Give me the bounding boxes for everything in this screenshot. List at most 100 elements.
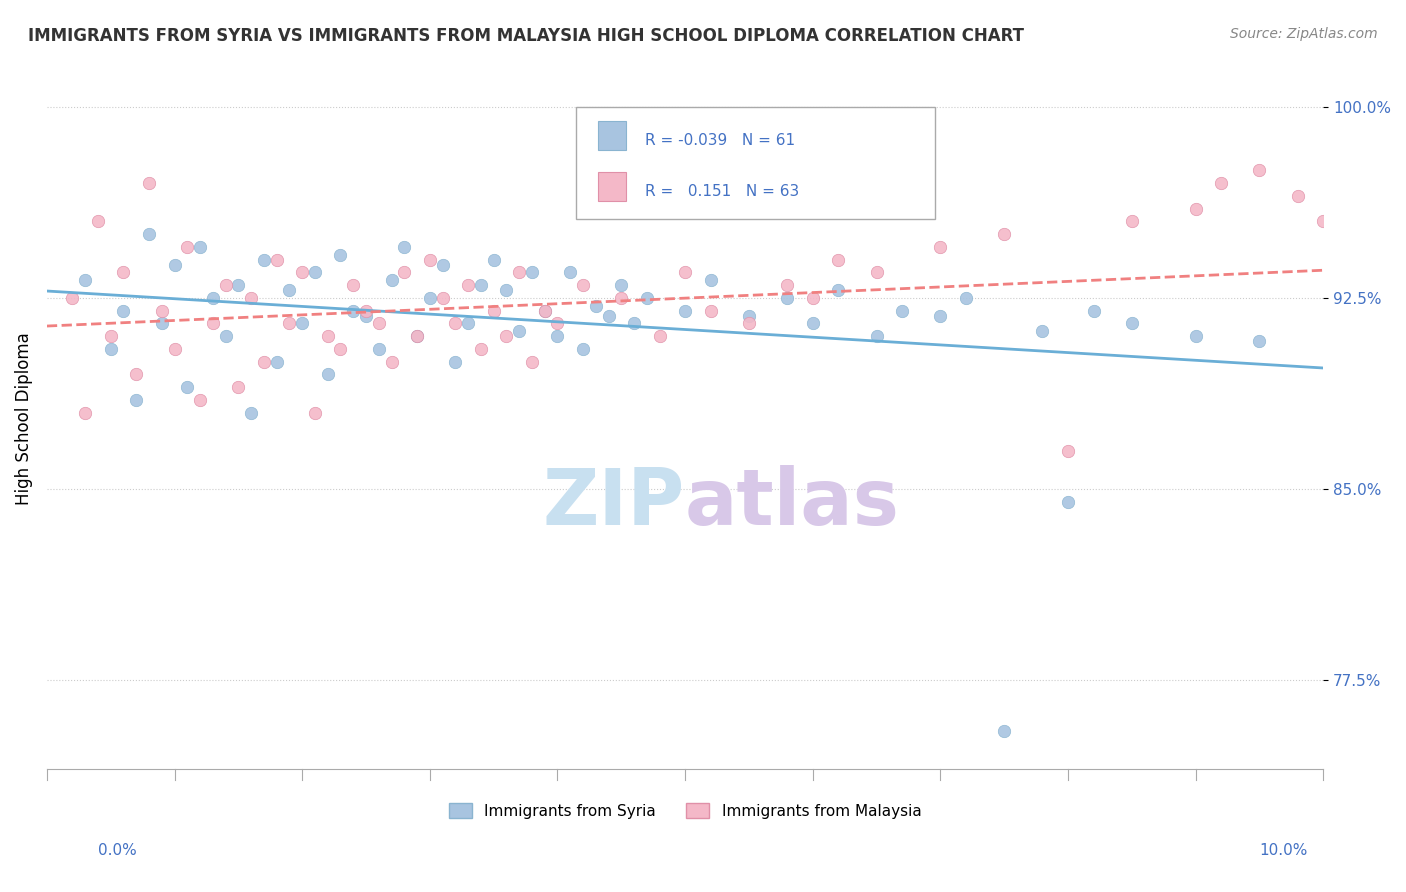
Point (673, 303, 696, 318)
Point (138, 176, 160, 190)
Point (955, 291, 977, 305)
Point (75, 273, 97, 287)
Point (699, 273, 721, 287)
Point (1057, 494, 1080, 508)
Point (457, 317, 479, 331)
Point (419, 252, 441, 267)
Point (572, 342, 595, 356)
Point (188, 240, 211, 254)
Point (1376, 278, 1399, 293)
Point (278, 317, 301, 331)
Point (176, 240, 198, 254)
Point (406, 329, 429, 343)
Point (228, 380, 250, 394)
Point (150, 317, 173, 331)
Point (112, 303, 135, 318)
Point (470, 342, 492, 356)
Point (138, 227, 160, 242)
Point (394, 265, 416, 279)
Point (520, 265, 543, 279)
Point (560, 265, 582, 279)
Point (304, 405, 326, 419)
Point (87, 214, 110, 228)
Point (304, 265, 326, 279)
Point (432, 258, 454, 272)
Point (1312, 214, 1334, 228)
Point (1083, 303, 1105, 318)
Point (367, 317, 389, 331)
Point (1337, 686, 1360, 700)
Point (623, 317, 645, 331)
Point (266, 354, 288, 368)
Point (316, 368, 339, 382)
Point (125, 368, 148, 382)
Point (354, 309, 377, 323)
Point (432, 291, 454, 305)
Point (673, 265, 696, 279)
Point (253, 354, 276, 368)
Point (406, 329, 429, 343)
Point (1184, 202, 1206, 216)
Point (482, 303, 505, 318)
Point (827, 283, 849, 297)
Point (929, 240, 952, 254)
Point (801, 317, 824, 331)
Point (150, 303, 173, 318)
Point (776, 291, 799, 305)
Point (585, 299, 607, 313)
Point (1249, 334, 1271, 348)
Point (394, 240, 416, 254)
Point (482, 252, 505, 267)
Point (201, 291, 224, 305)
Point (253, 252, 276, 267)
Point (125, 392, 148, 407)
Point (62, 291, 84, 305)
Point (865, 265, 887, 279)
Point (508, 265, 530, 279)
Point (520, 354, 543, 368)
Point (533, 303, 555, 318)
Point (738, 317, 761, 331)
Point (367, 342, 389, 356)
Point (470, 278, 492, 293)
Point (201, 317, 224, 331)
Point (1057, 443, 1080, 458)
Point (240, 405, 263, 419)
Text: R = -0.039   N = 61: R = -0.039 N = 61 (645, 133, 796, 148)
Point (163, 342, 186, 356)
Point (648, 329, 671, 343)
Point (75, 405, 97, 419)
Point (495, 329, 517, 343)
Point (508, 324, 530, 338)
Point (291, 317, 314, 331)
Point (1249, 163, 1271, 178)
Point (188, 392, 211, 407)
Point (993, 227, 1015, 242)
Point (1184, 329, 1206, 343)
Point (929, 309, 952, 323)
Point (865, 329, 887, 343)
Point (329, 247, 352, 261)
Point (827, 252, 849, 267)
Point (776, 278, 799, 293)
Point (100, 342, 122, 356)
Point (1211, 176, 1233, 190)
Point (112, 265, 135, 279)
Point (1121, 317, 1143, 331)
Point (891, 303, 914, 318)
Point (610, 291, 633, 305)
Point (444, 354, 467, 368)
Point (214, 278, 236, 293)
Point (610, 278, 633, 293)
Text: 10.0%: 10.0% (1260, 843, 1308, 858)
Point (329, 342, 352, 356)
Text: atlas: atlas (685, 465, 900, 541)
Point (533, 303, 555, 318)
Point (1286, 189, 1309, 203)
Point (342, 278, 364, 293)
Point (380, 354, 402, 368)
Point (636, 291, 658, 305)
Point (278, 283, 301, 297)
Text: Source: ZipAtlas.com: Source: ZipAtlas.com (1230, 27, 1378, 41)
Point (176, 380, 198, 394)
